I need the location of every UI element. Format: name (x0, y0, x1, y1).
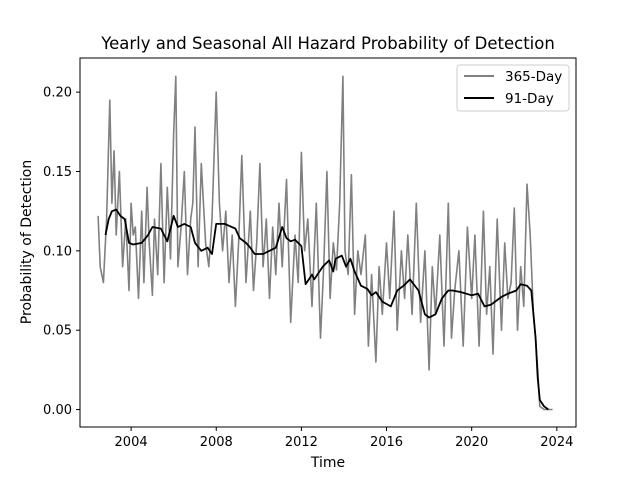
x-tick-label: 2020 (455, 435, 488, 450)
y-axis-label: Probability of Detection (19, 160, 35, 324)
series-layer (97, 75, 553, 411)
y-tick-label: 0.15 (43, 165, 72, 180)
y-tick-label: 0.00 (43, 403, 72, 418)
plot-area (79, 57, 577, 428)
x-tick-label: 2008 (200, 435, 233, 450)
x-axis-label: Time (310, 455, 345, 471)
y-tick-label: 0.05 (43, 324, 72, 339)
series-line-91-day (104, 208, 549, 411)
x-tick-label: 2012 (285, 435, 318, 450)
x-tick-label: 2024 (540, 435, 573, 450)
legend: 365-Day 91-Day (456, 64, 570, 112)
legend-label-91-day: 91-Day (505, 91, 554, 107)
y-tick-label: 0.10 (43, 244, 72, 259)
x-tick-label: 2016 (370, 435, 403, 450)
axes-frame (79, 57, 577, 428)
y-tick-label: 0.20 (43, 86, 72, 101)
x-tick-label: 2004 (115, 435, 148, 450)
chart-title: Yearly and Seasonal All Hazard Probabili… (100, 34, 555, 53)
legend-label-365-day: 365-Day (505, 69, 562, 85)
series-line-365-day (97, 75, 553, 411)
x-axis: 2004 2008 2012 2016 2020 2024 (115, 427, 573, 450)
y-axis: 0.00 0.05 0.10 0.15 0.20 (43, 86, 80, 418)
